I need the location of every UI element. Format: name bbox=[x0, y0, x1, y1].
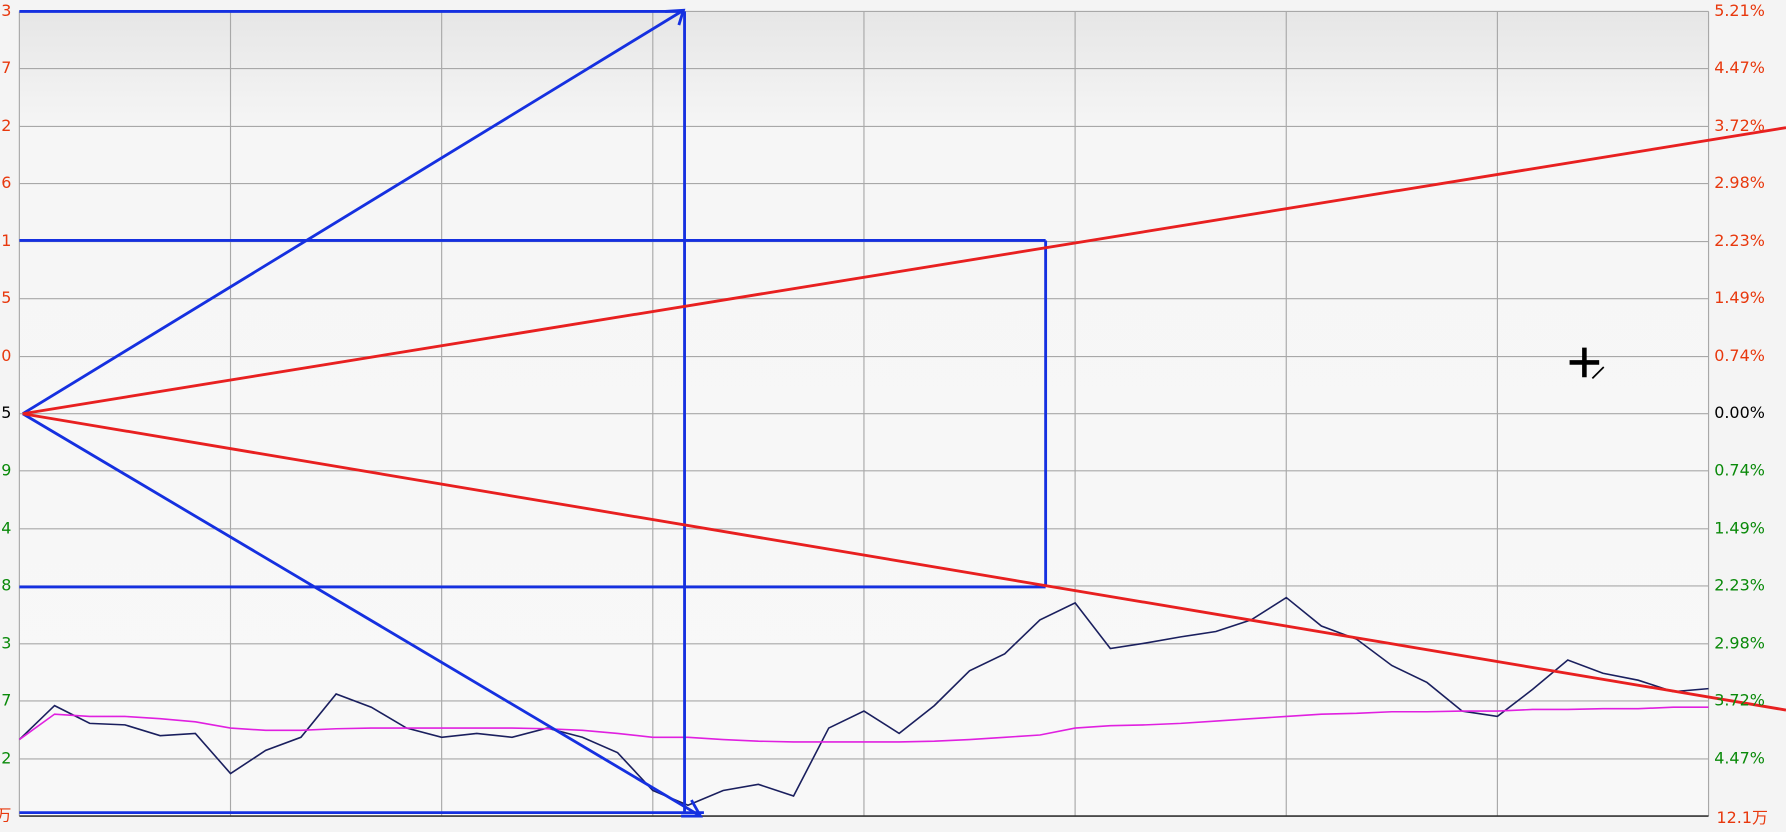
left-label: 0 bbox=[1, 346, 11, 365]
y-tick-label: 3.72% bbox=[1714, 690, 1765, 709]
y-tick-label: 1.49% bbox=[1714, 518, 1765, 537]
y-tick-label: 4.47% bbox=[1714, 748, 1765, 767]
y-tick-label: 4.47% bbox=[1714, 58, 1765, 77]
left-label: 3 bbox=[1, 1, 11, 20]
drawn-arrow bbox=[22, 412, 702, 818]
left-label: 5 bbox=[1, 288, 11, 307]
volume-label: 12.1万 bbox=[1717, 808, 1768, 827]
left-label: 9 bbox=[1, 460, 11, 479]
y-tick-label: 1.49% bbox=[1714, 288, 1765, 307]
series bbox=[18, 596, 1709, 807]
left-label: 3 bbox=[1, 633, 11, 652]
price-line bbox=[18, 596, 1709, 807]
cursor bbox=[1569, 347, 1605, 379]
left-label: 万 bbox=[0, 806, 11, 825]
left-label: 5 bbox=[1, 403, 11, 422]
left-label: 8 bbox=[1, 575, 11, 594]
y-tick-label: 0.00% bbox=[1714, 403, 1765, 422]
y-tick-label: 2.23% bbox=[1714, 231, 1765, 250]
left-label: 1 bbox=[1, 231, 11, 250]
left-label: 6 bbox=[1, 173, 11, 192]
y-tick-label: 2.23% bbox=[1714, 575, 1765, 594]
drawings bbox=[19, 8, 1786, 818]
arrow-head bbox=[681, 799, 703, 818]
drawn-line bbox=[22, 126, 1786, 416]
y-tick-label: 0.74% bbox=[1714, 346, 1765, 365]
left-label: 2 bbox=[1, 748, 11, 767]
y-tick-label: 2.98% bbox=[1714, 633, 1765, 652]
y-tick-label: 2.98% bbox=[1714, 173, 1765, 192]
y-tick-label: 0.74% bbox=[1714, 460, 1765, 479]
price-line bbox=[18, 706, 1709, 743]
drawn-arrow bbox=[22, 9, 685, 415]
y-tick-label: 3.72% bbox=[1714, 116, 1765, 135]
left-label: 7 bbox=[1, 58, 11, 77]
arrow-head bbox=[665, 8, 686, 26]
grid bbox=[18, 10, 1710, 817]
left-label: 2 bbox=[1, 116, 11, 135]
left-label: 7 bbox=[1, 690, 11, 709]
left-label: 4 bbox=[1, 518, 11, 537]
y-tick-label: 5.21% bbox=[1714, 1, 1765, 20]
drawn-line bbox=[22, 412, 1786, 712]
